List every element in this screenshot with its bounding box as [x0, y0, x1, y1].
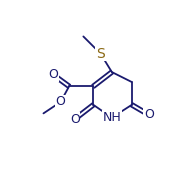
Text: O: O — [144, 108, 154, 121]
Text: S: S — [96, 47, 105, 60]
Text: O: O — [48, 68, 58, 81]
Text: NH: NH — [103, 111, 121, 124]
Text: O: O — [56, 95, 65, 108]
Text: O: O — [70, 112, 80, 126]
